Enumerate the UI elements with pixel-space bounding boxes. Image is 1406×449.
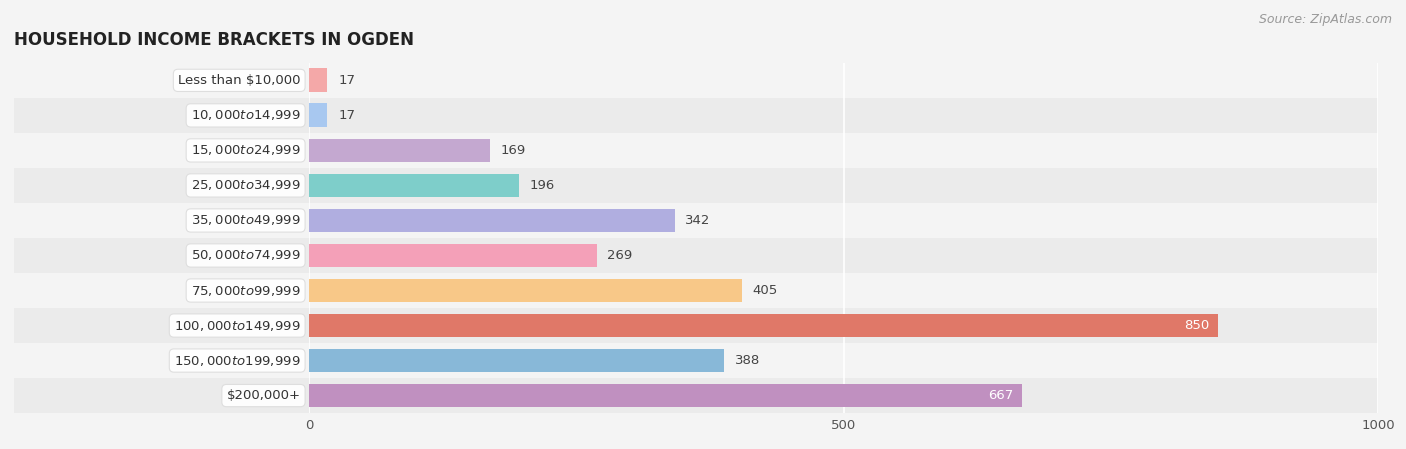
Text: 269: 269 — [607, 249, 633, 262]
Bar — [309, 238, 1378, 273]
Text: 405: 405 — [752, 284, 778, 297]
Bar — [309, 343, 1378, 378]
Text: $35,000 to $49,999: $35,000 to $49,999 — [191, 213, 301, 228]
Text: 169: 169 — [501, 144, 526, 157]
Text: 196: 196 — [530, 179, 555, 192]
Text: 388: 388 — [734, 354, 759, 367]
Text: $75,000 to $99,999: $75,000 to $99,999 — [191, 283, 301, 298]
Bar — [14, 98, 309, 133]
Text: 17: 17 — [339, 74, 356, 87]
Bar — [309, 313, 1218, 338]
Bar — [14, 63, 309, 98]
Bar — [309, 63, 1378, 98]
Bar — [309, 273, 1378, 308]
Bar — [309, 383, 1022, 408]
Text: 17: 17 — [339, 109, 356, 122]
Bar — [309, 98, 1378, 133]
Text: Less than $10,000: Less than $10,000 — [179, 74, 301, 87]
Bar — [309, 133, 1378, 168]
Bar — [14, 133, 309, 168]
Bar — [309, 278, 742, 303]
Bar — [14, 308, 309, 343]
Bar — [309, 203, 1378, 238]
Bar — [309, 138, 489, 163]
Text: $15,000 to $24,999: $15,000 to $24,999 — [191, 143, 301, 158]
Bar — [14, 273, 309, 308]
Bar — [309, 348, 724, 373]
Bar — [309, 68, 328, 92]
Text: $100,000 to $149,999: $100,000 to $149,999 — [174, 318, 301, 333]
Text: $150,000 to $199,999: $150,000 to $199,999 — [174, 353, 301, 368]
Text: $25,000 to $34,999: $25,000 to $34,999 — [191, 178, 301, 193]
Text: HOUSEHOLD INCOME BRACKETS IN OGDEN: HOUSEHOLD INCOME BRACKETS IN OGDEN — [14, 31, 413, 49]
Bar — [14, 343, 309, 378]
Text: Source: ZipAtlas.com: Source: ZipAtlas.com — [1258, 13, 1392, 26]
Bar — [309, 378, 1378, 413]
Bar — [309, 243, 596, 268]
Bar — [309, 173, 519, 198]
Bar — [309, 208, 675, 233]
Bar — [14, 238, 309, 273]
Bar — [14, 168, 309, 203]
Text: 850: 850 — [1184, 319, 1209, 332]
Bar — [14, 378, 309, 413]
Text: $10,000 to $14,999: $10,000 to $14,999 — [191, 108, 301, 123]
Text: $50,000 to $74,999: $50,000 to $74,999 — [191, 248, 301, 263]
Text: 342: 342 — [686, 214, 711, 227]
Bar — [309, 103, 328, 128]
Bar — [309, 168, 1378, 203]
Bar — [309, 308, 1378, 343]
Text: $200,000+: $200,000+ — [226, 389, 301, 402]
Bar — [14, 203, 309, 238]
Text: 667: 667 — [988, 389, 1014, 402]
